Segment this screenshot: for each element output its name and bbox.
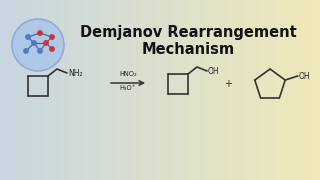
- Bar: [164, 0, 169, 180]
- Bar: [16, 0, 21, 180]
- Bar: [220, 0, 225, 180]
- Bar: [200, 0, 205, 180]
- Bar: [228, 0, 233, 180]
- Bar: [316, 0, 320, 180]
- Bar: [156, 0, 161, 180]
- Bar: [116, 0, 121, 180]
- Bar: [240, 0, 245, 180]
- Bar: [4, 0, 9, 180]
- Bar: [248, 0, 253, 180]
- Bar: [36, 0, 41, 180]
- Bar: [20, 0, 25, 180]
- Bar: [32, 0, 37, 180]
- Bar: [212, 0, 217, 180]
- Circle shape: [24, 49, 28, 53]
- Bar: [236, 0, 241, 180]
- Bar: [308, 0, 313, 180]
- Bar: [56, 0, 61, 180]
- Bar: [160, 0, 165, 180]
- Bar: [256, 0, 261, 180]
- Bar: [168, 0, 173, 180]
- Bar: [208, 0, 213, 180]
- Bar: [44, 0, 49, 180]
- Bar: [112, 0, 117, 180]
- Bar: [276, 0, 281, 180]
- Bar: [192, 0, 197, 180]
- Bar: [28, 0, 33, 180]
- Bar: [60, 0, 65, 180]
- Circle shape: [38, 49, 42, 53]
- Bar: [184, 0, 189, 180]
- Bar: [72, 0, 77, 180]
- Bar: [260, 0, 265, 180]
- Bar: [268, 0, 273, 180]
- Bar: [272, 0, 277, 180]
- Bar: [300, 0, 305, 180]
- Bar: [104, 0, 109, 180]
- Bar: [148, 0, 153, 180]
- Bar: [196, 0, 201, 180]
- Bar: [288, 0, 293, 180]
- Bar: [216, 0, 221, 180]
- Circle shape: [26, 35, 30, 39]
- Bar: [92, 0, 97, 180]
- Bar: [264, 0, 269, 180]
- Bar: [244, 0, 249, 180]
- Bar: [12, 0, 17, 180]
- Bar: [136, 0, 141, 180]
- Bar: [284, 0, 289, 180]
- Bar: [232, 0, 237, 180]
- Bar: [52, 0, 57, 180]
- Bar: [48, 0, 53, 180]
- Circle shape: [12, 19, 64, 71]
- Text: +: +: [224, 79, 232, 89]
- Bar: [292, 0, 297, 180]
- Bar: [84, 0, 89, 180]
- Bar: [152, 0, 157, 180]
- Bar: [68, 0, 73, 180]
- Text: Mechanism: Mechanism: [141, 42, 235, 57]
- Bar: [96, 0, 101, 180]
- Circle shape: [50, 35, 54, 39]
- Bar: [304, 0, 309, 180]
- Text: OH: OH: [208, 66, 220, 75]
- Bar: [100, 0, 105, 180]
- Bar: [188, 0, 193, 180]
- Bar: [144, 0, 149, 180]
- Bar: [128, 0, 133, 180]
- Circle shape: [38, 31, 42, 35]
- Circle shape: [50, 47, 54, 51]
- Bar: [124, 0, 129, 180]
- Text: NH₂: NH₂: [68, 69, 83, 78]
- Bar: [296, 0, 301, 180]
- Bar: [180, 0, 185, 180]
- Bar: [108, 0, 113, 180]
- Text: H₃O⁺: H₃O⁺: [120, 84, 136, 91]
- Bar: [132, 0, 137, 180]
- Circle shape: [44, 41, 48, 45]
- Bar: [0, 0, 5, 180]
- Bar: [204, 0, 209, 180]
- Bar: [76, 0, 81, 180]
- Bar: [88, 0, 93, 180]
- Bar: [312, 0, 317, 180]
- Bar: [224, 0, 229, 180]
- Bar: [140, 0, 145, 180]
- Bar: [252, 0, 257, 180]
- Bar: [80, 0, 85, 180]
- Bar: [24, 0, 29, 180]
- Bar: [8, 0, 13, 180]
- Bar: [280, 0, 285, 180]
- Bar: [176, 0, 181, 180]
- Text: HNO₂: HNO₂: [119, 71, 137, 78]
- Bar: [40, 0, 45, 180]
- Bar: [64, 0, 69, 180]
- Bar: [120, 0, 125, 180]
- Text: Demjanov Rearrangement: Demjanov Rearrangement: [80, 24, 296, 39]
- Text: OH: OH: [299, 71, 310, 80]
- Bar: [172, 0, 177, 180]
- Circle shape: [32, 41, 36, 45]
